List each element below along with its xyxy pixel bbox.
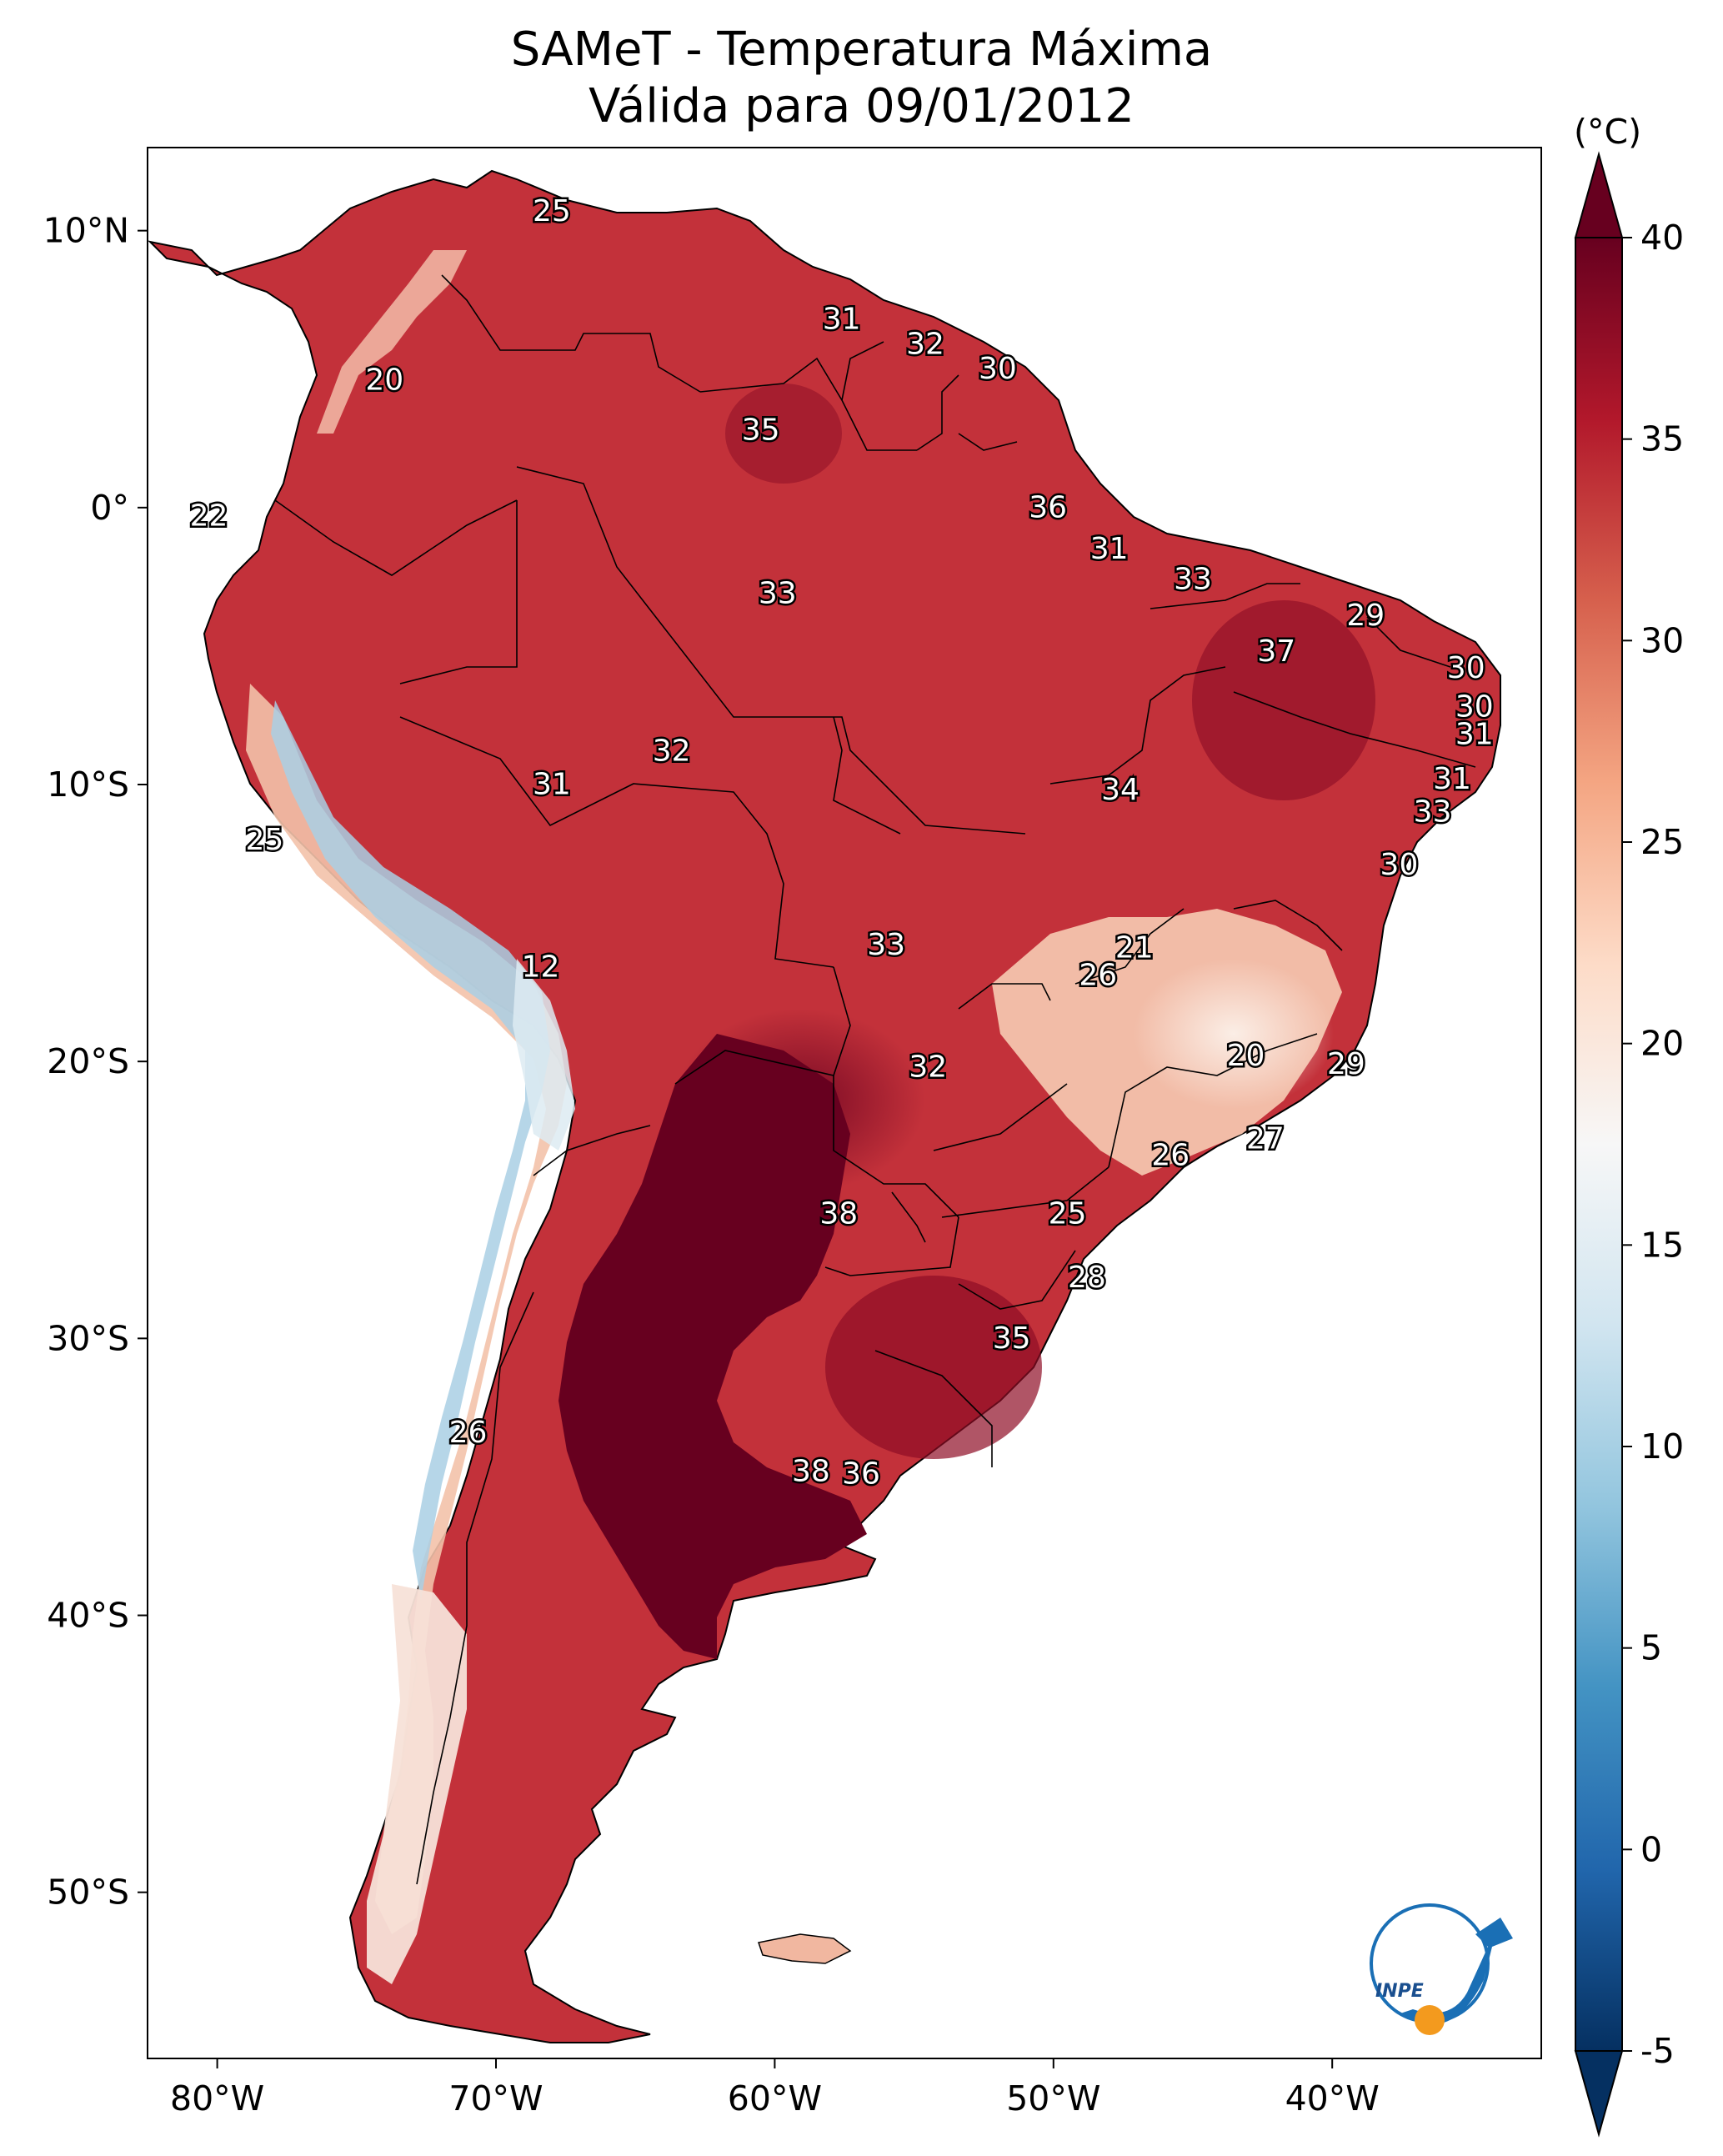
temperature-value-label: 21 <box>1115 930 1154 965</box>
inpe-logo-text: INPE <box>1375 1981 1424 2002</box>
lat-tick-label: 50°S <box>47 1873 129 1913</box>
temperature-value-label: 32 <box>906 327 944 361</box>
temperature-value-label: 32 <box>909 1050 947 1084</box>
inpe-logo: INPE <box>1370 1903 1513 2035</box>
colorbar-tick-label: 5 <box>1640 1628 1662 1668</box>
temperature-value-label: 25 <box>1049 1196 1087 1231</box>
colorbar-ticks: 40 35 30 25 20 15 10 5 0 -5 <box>1622 218 1684 2071</box>
temperature-value-label: 32 <box>653 735 691 769</box>
colorbar-tick-label: 15 <box>1640 1225 1684 1265</box>
colorbar-tick-label: 0 <box>1640 1829 1662 1869</box>
temperature-value-label: 31 <box>1455 718 1494 752</box>
lon-tick-label: 40°W <box>1285 2078 1380 2118</box>
temperature-value-label: 31 <box>1090 532 1129 566</box>
temperature-value-label: 29 <box>1327 1047 1365 1081</box>
temperature-value-label: 31 <box>823 302 861 336</box>
colorbar-extend-bottom <box>1574 2050 1624 2138</box>
temperature-value-label: 26 <box>1079 959 1117 993</box>
temperature-value-label: 30 <box>1447 651 1485 685</box>
colombia-andes-cool <box>317 250 467 434</box>
temperature-value-label: 20 <box>1227 1039 1265 1073</box>
falklands <box>758 1933 852 1964</box>
temperature-value-label: 33 <box>1414 795 1452 830</box>
temperature-value-label: 26 <box>449 1416 488 1450</box>
temperature-value-label: 22 <box>190 499 228 533</box>
temperature-value-label: 34 <box>1101 773 1139 807</box>
lon-tick-label: 70°W <box>448 2078 543 2118</box>
patagonia-andes-cool <box>367 1584 467 1984</box>
colorbar-tick-label: 20 <box>1640 1024 1684 1064</box>
temperature-value-label: 38 <box>792 1454 830 1488</box>
temperature-value-label: 33 <box>1174 563 1212 597</box>
lat-tick-label: 40°S <box>47 1596 129 1636</box>
colorbar-tick-label: -5 <box>1640 2031 1675 2071</box>
temperature-value-label: 27 <box>1246 1122 1285 1156</box>
temperature-field <box>148 169 1501 2043</box>
andes-cold-core <box>271 700 550 1601</box>
temperature-value-label: 30 <box>979 352 1017 386</box>
temperature-value-label: 25 <box>246 823 284 857</box>
colorbar-tick-label: 35 <box>1640 419 1684 459</box>
temperature-value-label: 35 <box>993 1321 1031 1356</box>
colorbar-tick-label: 25 <box>1640 822 1684 862</box>
colorbar: 40 35 30 25 20 15 10 5 0 -5 (°C) <box>1574 112 1684 2138</box>
map-title: SAMeT - Temperatura Máxima <box>510 23 1213 77</box>
colorbar-tick-label: 40 <box>1640 218 1684 258</box>
rs-hot <box>825 1276 1042 1459</box>
lon-tick-label: 60°W <box>728 2078 822 2118</box>
colorbar-body <box>1575 237 1623 2052</box>
temperature-value-label: 31 <box>1433 762 1471 796</box>
lat-tick-label: 30°S <box>47 1318 129 1358</box>
minas-cool-core <box>1134 959 1334 1109</box>
lon-tick-label: 80°W <box>170 2078 264 2118</box>
lon-tick-label: 50°W <box>1006 2078 1100 2118</box>
colorbar-unit: (°C) <box>1574 112 1641 152</box>
roraima-hot <box>725 384 842 484</box>
lat-axis: 10°N 0° 10°S 20°S 30°S 40°S 50°S <box>43 211 148 1913</box>
lat-tick-label: 10°N <box>43 211 129 251</box>
temperature-value-label: 26 <box>1151 1139 1190 1173</box>
colorbar-tick-label: 30 <box>1640 620 1684 660</box>
temperature-value-label: 29 <box>1346 599 1385 633</box>
temperature-value-label: 36 <box>1029 490 1067 524</box>
temperature-value-label: 36 <box>842 1457 880 1492</box>
temperature-value-label: 38 <box>819 1196 858 1231</box>
temperature-value-label: 30 <box>1455 689 1494 724</box>
temperature-value-label: 33 <box>759 576 797 610</box>
map-subtitle: Válida para 09/01/2012 <box>589 79 1134 133</box>
temperature-value-label: 35 <box>742 413 780 447</box>
temperature-value-label: 33 <box>867 928 905 962</box>
temperature-value-label: 20 <box>365 364 403 398</box>
temperature-value-label: 25 <box>533 194 571 228</box>
altiplano-cool <box>513 959 575 1151</box>
temperature-value-label: 37 <box>1257 634 1295 669</box>
temperature-value-label: 12 <box>522 950 560 985</box>
colorbar-tick-label: 10 <box>1640 1426 1684 1467</box>
mato-grosso-hot <box>675 1009 925 1192</box>
lat-tick-label: 10°S <box>47 765 129 805</box>
temperature-value-label: 31 <box>533 768 571 802</box>
lat-tick-label: 20°S <box>47 1041 129 1081</box>
temperature-value-label: 28 <box>1068 1261 1106 1295</box>
lat-tick-label: 0° <box>90 488 129 528</box>
lon-axis: 80°W 70°W 60°W 50°W 40°W <box>170 2058 1380 2118</box>
country-borders <box>274 274 1476 1885</box>
colorbar-extend-top <box>1574 151 1624 238</box>
piaui-hot <box>1192 600 1375 800</box>
temperature-value-label: 30 <box>1380 848 1419 882</box>
